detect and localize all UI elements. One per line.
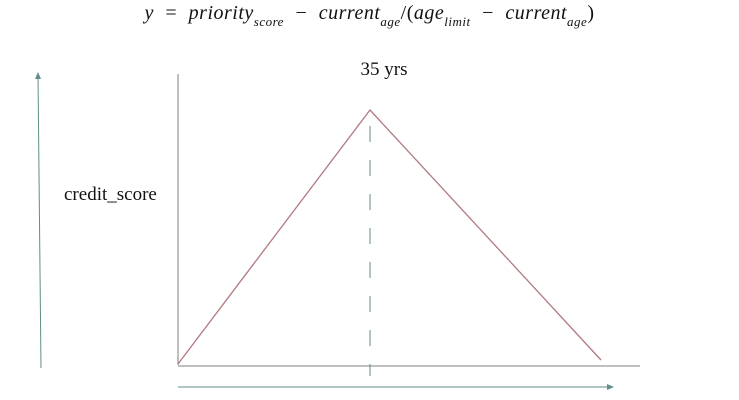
formula-close-paren: )	[587, 2, 595, 24]
formula-score-subscript: score	[253, 14, 284, 29]
formula-minus-1: −	[295, 2, 308, 24]
peak-age-label: 35 yrs	[360, 59, 408, 80]
formula-age-subscript-1: age	[380, 14, 401, 29]
formula-age: age	[413, 2, 445, 24]
formula: y = priorityscore − currentage/(agelimit…	[0, 2, 739, 28]
triangle-curve	[177, 108, 602, 365]
formula-y: y	[144, 2, 154, 24]
left-up-arrow	[35, 72, 42, 369]
formula-minus-2: −	[482, 2, 494, 24]
formula-equals: =	[165, 2, 178, 24]
formula-current-1: current	[318, 2, 381, 24]
formula-age-subscript-2: age	[567, 14, 588, 29]
y-axis-label: credit_score	[64, 184, 157, 205]
formula-limit-subscript: limit	[444, 14, 471, 29]
formula-priority: priority	[188, 2, 254, 24]
formula-current-2: current	[505, 2, 568, 24]
formula-slash-paren: /(	[400, 2, 414, 24]
